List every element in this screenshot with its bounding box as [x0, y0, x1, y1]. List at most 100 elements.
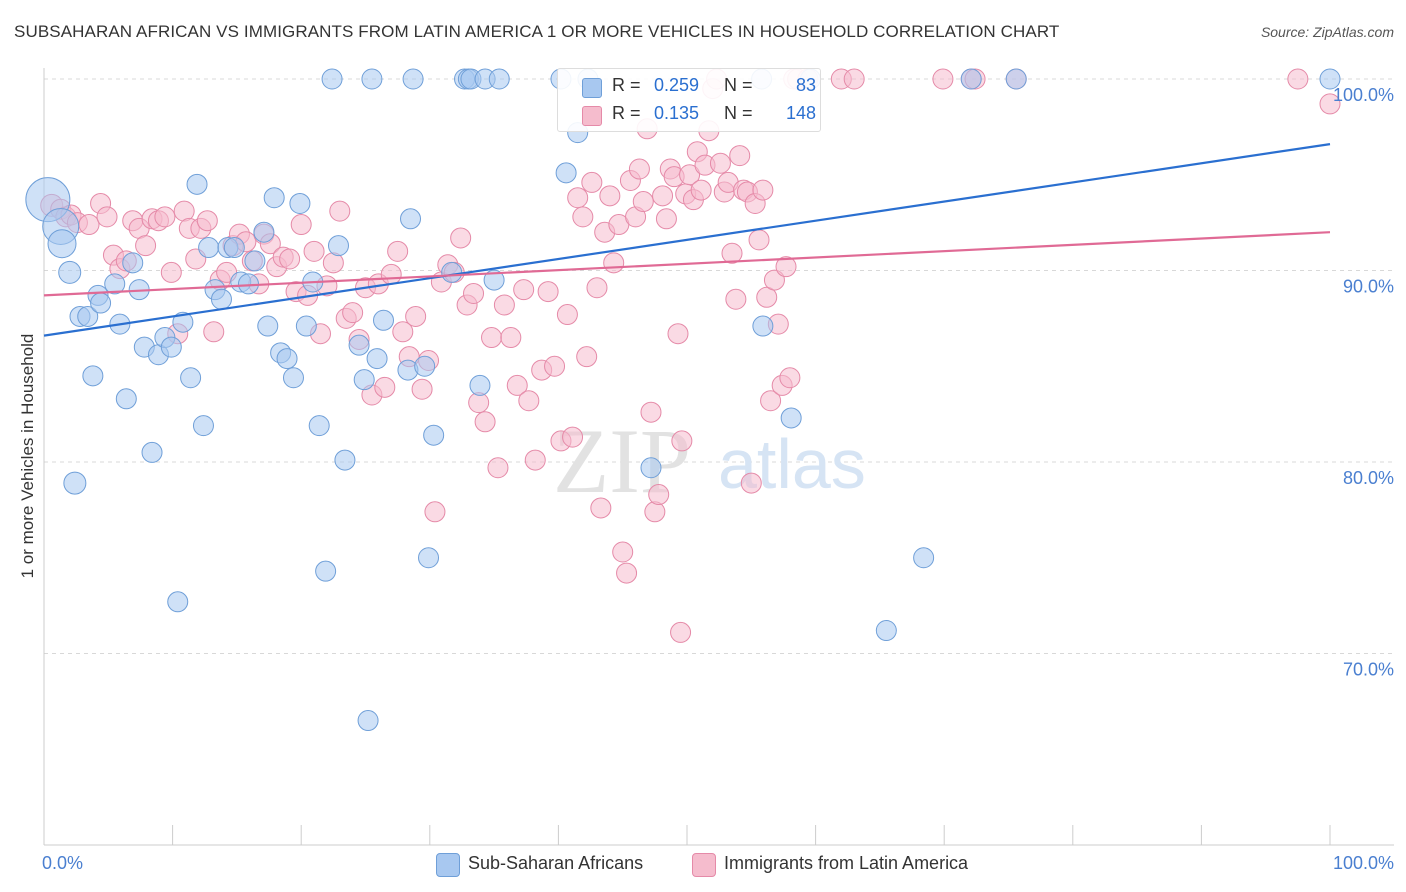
latin-america-point — [567, 187, 589, 209]
latin-america-point — [740, 472, 762, 494]
latin-america-point — [572, 206, 594, 228]
latin-america-point — [576, 346, 598, 368]
subsaharan-point — [555, 162, 577, 184]
latin-america-point — [616, 562, 638, 584]
subsaharan-point — [160, 336, 182, 358]
latin-america-point — [775, 256, 797, 278]
subsaharan-point — [295, 315, 317, 337]
trend-lines — [43, 143, 1331, 337]
y-tick-label: 90.0% — [1343, 277, 1394, 297]
subsaharan-point — [361, 68, 383, 90]
subsaharan-point — [414, 355, 436, 377]
subsaharan-point — [198, 237, 220, 259]
latin-america-point — [612, 541, 634, 563]
latin-america-point — [648, 484, 670, 506]
legend-n-label: N = — [724, 103, 753, 123]
subsaharan-point — [315, 560, 337, 582]
latin-america-point — [518, 390, 540, 412]
latin-america-point — [463, 282, 485, 304]
latin-america-point — [586, 277, 608, 299]
legend-r-value: 0.135 — [654, 103, 700, 123]
subsaharan-point — [469, 374, 491, 396]
watermark-zip: ZIP — [553, 410, 691, 512]
subsaharan-point — [63, 471, 87, 495]
watermark-atlas: atlas — [718, 425, 866, 503]
subsaharan-trend-line — [43, 143, 1331, 337]
subsaharan-point — [483, 269, 505, 291]
subsaharan-point — [1005, 68, 1027, 90]
latin-america-point — [537, 281, 559, 303]
latin-america-point — [748, 229, 770, 251]
latin-america-point — [725, 288, 747, 310]
subsaharan-point — [257, 315, 279, 337]
latin-america-point — [374, 376, 396, 398]
subsaharan-point — [289, 192, 311, 214]
latin-america-point — [581, 171, 603, 193]
latin-america-point — [279, 248, 301, 270]
subsaharan-point — [90, 292, 112, 314]
latin-america-point — [500, 327, 522, 349]
subsaharan-point — [418, 547, 440, 569]
subsaharan-point — [357, 710, 379, 732]
latin-america-point — [506, 374, 528, 396]
subsaharan-point — [400, 208, 422, 230]
latin-america-point — [763, 269, 785, 291]
subsaharan-point — [321, 68, 343, 90]
subsaharan-point — [334, 449, 356, 471]
subsaharan-point — [327, 235, 349, 257]
subsaharan-point — [122, 252, 144, 274]
subsaharan-point — [253, 221, 275, 243]
stats-legend: R = 0.259 N = 83 R = 0.135 N = 148 — [557, 68, 821, 132]
subsaharan-point — [210, 288, 232, 310]
latin-america-point — [644, 501, 666, 523]
y-tick-label: 80.0% — [1343, 468, 1394, 488]
tick-labels: 70.0% 80.0% 90.0% 100.0% 0.0% 100.0% — [42, 85, 1394, 873]
x-tick-label: 0.0% — [42, 853, 83, 873]
latin-america-point — [474, 411, 496, 433]
subsaharan-point — [423, 424, 445, 446]
bottom-legend-swatch-blue — [436, 853, 460, 877]
series-latin-america-points — [40, 68, 1341, 643]
subsaharan-point — [58, 260, 82, 284]
subsaharan-point — [308, 415, 330, 437]
latin-america-point — [556, 304, 578, 326]
y-tick-label: 70.0% — [1343, 660, 1394, 680]
latin-america-point — [628, 158, 650, 180]
chart-title: SUBSAHARAN AFRICAN VS IMMIGRANTS FROM LA… — [14, 22, 1060, 41]
subsaharan-point — [373, 309, 395, 331]
latin-america-point — [603, 252, 625, 274]
legend-n-label: N = — [724, 75, 753, 95]
latin-america-point — [709, 152, 731, 174]
subsaharan-point — [366, 348, 388, 370]
subsaharan-point — [441, 261, 463, 283]
subsaharan-point — [780, 407, 802, 429]
legend-n-value: 83 — [796, 75, 817, 95]
latin-america-point — [342, 302, 364, 324]
y-tick-label: 100.0% — [1333, 85, 1394, 105]
latin-america-point — [544, 355, 566, 377]
latin-america-point — [380, 263, 402, 285]
legend-r-value: 0.259 — [654, 75, 700, 95]
subsaharan-point — [172, 311, 194, 333]
subsaharan-point — [960, 68, 982, 90]
latin-america-point — [329, 200, 351, 222]
subsaharan-point — [1319, 68, 1341, 90]
latin-america-point — [387, 240, 409, 262]
latin-america-point — [392, 321, 414, 343]
latin-america-point — [450, 227, 472, 249]
latin-america-point — [524, 449, 546, 471]
subsaharan-point — [141, 441, 163, 463]
latin-america-point — [154, 206, 176, 228]
x-tick-label: 100.0% — [1333, 853, 1394, 873]
latin-america-point — [135, 235, 157, 257]
latin-america-point — [932, 68, 954, 90]
latin-america-point — [652, 185, 674, 207]
latin-america-point — [196, 210, 218, 232]
latin-america-point — [729, 145, 751, 167]
legend-n-value: 148 — [786, 103, 817, 123]
latin-america-point — [513, 279, 535, 301]
latin-america-point — [481, 327, 503, 349]
subsaharan-point — [875, 620, 897, 642]
subsaharan-point — [192, 415, 214, 437]
